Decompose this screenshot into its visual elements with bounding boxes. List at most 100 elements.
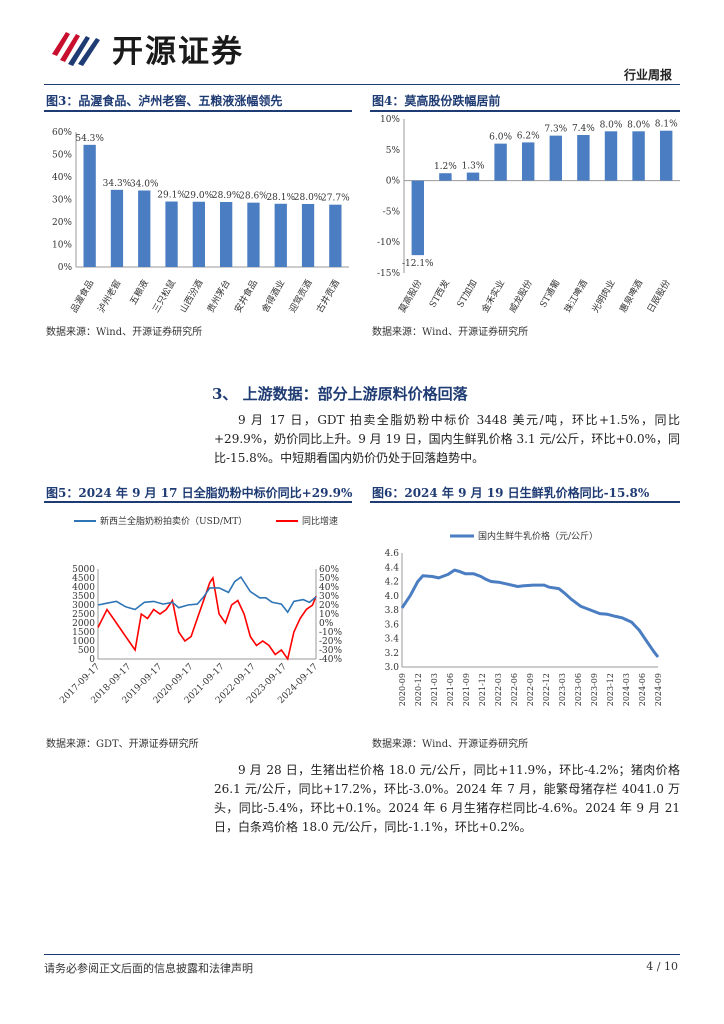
series-line-yoy [97,575,317,661]
x-tick-label: 2021-06 [446,673,455,706]
y-tick-label: 20% [52,218,72,228]
right-tick-label: -40% [319,655,342,665]
bar [165,201,178,267]
paragraph-2-text: 9 月 28 日，生猪出栏价格 18.0 元/公斤，同比+11.9%，环比-4.… [214,763,680,834]
left-tick-label: 3500 [72,592,95,602]
section-paragraph-1: 9 月 17 日，GDT 拍卖全脂奶粉中标价 3448 美元/吨，环比+1.5%… [214,411,680,468]
right-tick-label: 30% [319,592,339,602]
footer-divider [44,954,680,955]
y-tick-label: -15% [377,269,400,279]
data-label: 27.7% [321,194,350,204]
data-label: 54.3% [75,134,104,144]
x-tick-label: 2024-09 [654,673,663,706]
bar [110,189,124,267]
brand-name: 开源证券 [112,34,244,70]
fig3-title-rule [44,110,352,112]
y-tick-label: 3.2 [385,649,399,659]
right-tick-label: 60% [319,565,339,575]
y-tick-label: 3.4 [385,635,400,645]
y-tick-label: -5% [383,207,401,217]
fig5-source: 数据来源：GDT、开源证券研究所 [46,739,199,750]
fig4-chart: -15% -10% -5% 0% 5% 10% -12.1% 莫高股份 1.2% ST西发 1.3%… [377,115,680,315]
right-tick-label: -10% [319,628,342,638]
data-label: 8.1% [655,120,678,130]
category-label: 日辰股份 [644,278,672,315]
bar [604,131,618,181]
category-label: 珠江啤酒 [562,278,590,315]
paragraph-1-text: 9 月 17 日，GDT 拍卖全脂奶粉中标价 3448 美元/吨，环比+1.5%… [214,413,680,465]
x-tick-label: 2021-03 [430,673,439,706]
report-type: 行业周报 [623,68,672,82]
right-tick-label: 40% [319,583,339,593]
category-label: 品渥食品 [68,278,96,315]
right-tick-label: 50% [319,574,339,584]
right-tick-label: 10% [319,610,339,620]
bar [411,180,425,256]
left-tick-label: 500 [78,646,95,656]
left-tick-label: 2500 [72,610,95,620]
category-label: 山西汾酒 [178,278,206,315]
logo-mark-icon [52,32,100,66]
bar [301,204,315,267]
y-tick-label: 10% [52,241,72,251]
y-tick-label: 3.6 [385,620,400,630]
fig3-chart: 0% 10% 20% 30% 40% 50% 60%54.3% 品渥食品 34.3% 泸州老窖 34… [52,128,350,315]
category-label: 安井食品 [232,278,260,315]
fig5-chart: 新西兰全脂奶粉拍卖价（USD/MT） 同比增速 050010001500200025… [58,515,342,706]
left-tick-label: 4500 [72,574,95,584]
bar [521,142,535,181]
y-tick-label: 3.8 [385,606,400,616]
fig4-source: 数据来源：Wind、开源证券研究所 [372,327,529,338]
data-label: 6.2% [517,131,540,141]
x-tick-label: 2024-06 [638,673,647,706]
bar [220,201,233,267]
data-label: 28.6% [239,192,268,202]
data-label: 34.0% [130,180,159,190]
bar [439,173,452,181]
bar [83,144,96,267]
data-label: 28.0% [294,193,323,203]
y-tick-label: 60% [52,128,72,138]
right-tick-label: 0% [319,619,334,629]
x-tick-label: 2022-06 [510,673,519,706]
right-tick-label: 20% [319,601,339,611]
y-tick-label: 40% [52,173,72,183]
y-tick-label: 4.0 [385,592,400,602]
category-label: 贵州茅台 [204,278,232,315]
data-label: 7.4% [572,124,595,134]
data-label: 28.1% [266,193,295,203]
page-number: 4 / 10 [646,960,678,973]
y-tick-label: 30% [52,196,72,206]
legend-label: 国内生鲜牛乳价格（元/公斤） [478,530,598,542]
section-title: 3、 上游数据：部分上游原料价格回落 [212,385,468,403]
data-label: 34.3% [103,179,132,189]
x-tick-label: 2020-09 [398,673,407,706]
category-label: 泸州老窖 [95,278,123,315]
header-divider [44,84,680,85]
category-label: 惠泉啤酒 [617,278,645,315]
data-label: 29.1% [157,191,186,201]
data-label: 8.0% [627,120,650,130]
data-label: 28.9% [212,191,241,201]
fig3-source: 数据来源：Wind、开源证券研究所 [46,327,203,338]
x-tick-label: 2022-09 [526,673,535,706]
data-label: 6.0% [489,133,512,143]
category-label: 莫高股份 [396,278,424,315]
fig4-title: 图4：莫高股份跌幅居前 [372,94,501,108]
fig6-chart: 国内生鲜牛乳价格（元/公斤） 3.0 3.2 3.4 3.6 3.8 4.0 4.2 4.4 4.… [385,530,663,706]
fig6-title-rule [370,501,680,503]
bar [659,130,673,181]
data-label: -12.1% [402,259,434,269]
right-tick-label: -20% [319,637,342,647]
x-tick-label: 2020-12 [414,673,423,706]
y-tick-label: 4.2 [385,578,399,588]
y-tick-label: 4.4 [385,563,400,573]
category-label: 光明肉业 [589,278,617,315]
x-tick-label: 2024-03 [622,673,631,706]
x-tick-label: 2021-09 [462,673,471,706]
data-label: 1.3% [462,162,485,172]
category-label: ST加加 [455,278,480,310]
fig6-source: 数据来源：Wind、开源证券研究所 [372,739,529,750]
y-tick-label: -10% [377,238,400,248]
data-label: 8.0% [600,120,623,130]
